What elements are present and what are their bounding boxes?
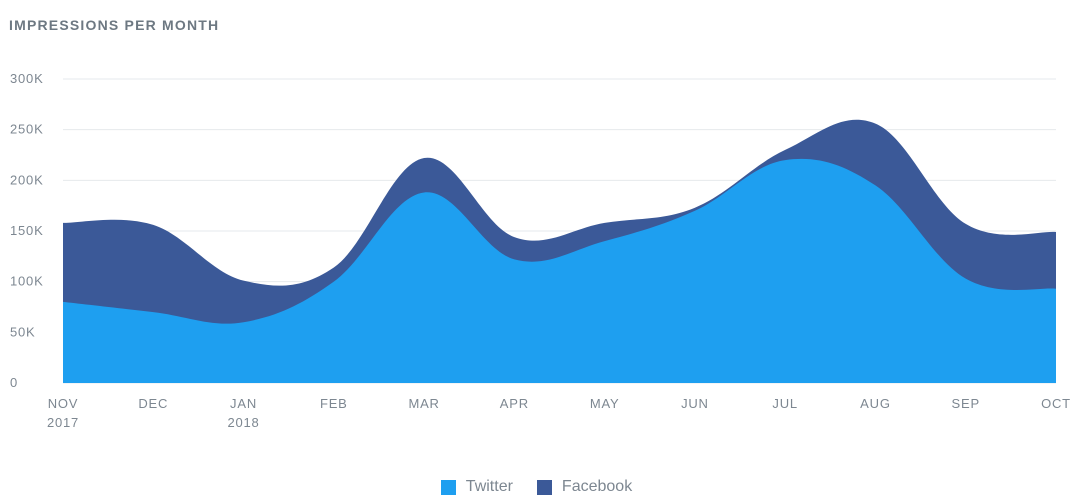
x-tick-label: JAN — [230, 396, 257, 411]
x-tick-label: NOV — [48, 396, 79, 411]
x-tick-label: JUN — [681, 396, 709, 411]
y-tick-label: 0 — [10, 375, 18, 390]
y-tick-label: 300K — [10, 71, 44, 86]
x-tick-label: APR — [500, 396, 529, 411]
y-tick-label: 150K — [10, 223, 44, 238]
x-tick-label: DEC — [138, 396, 168, 411]
legend-item-twitter[interactable]: Twitter — [440, 478, 513, 496]
y-tick-label: 50K — [10, 324, 36, 339]
legend-label: Twitter — [465, 478, 513, 495]
area-chart: 0 50K 100K 150K 200K 250K 300K NOV 2017 DEC JAN 201… — [10, 71, 1071, 430]
x-tick-label: MAR — [408, 396, 439, 411]
legend-label: Facebook — [561, 478, 633, 495]
y-tick-label: 100K — [10, 274, 44, 289]
x-tick-label: AUG — [860, 396, 891, 411]
legend-swatch — [440, 479, 456, 495]
x-tick-year-label: 2017 — [47, 415, 79, 430]
x-tick-label: MAY — [590, 396, 620, 411]
legend-item-facebook[interactable]: Facebook — [536, 478, 633, 496]
chart-title: IMPRESSIONS PER MONTH — [9, 17, 220, 33]
x-tick-label: FEB — [320, 396, 348, 411]
x-tick-label: OCT — [1041, 396, 1071, 411]
x-tick-label: JUL — [772, 396, 798, 411]
legend-swatch — [536, 479, 552, 495]
x-tick-label: SEP — [952, 396, 980, 411]
chart-legend: Twitter Facebook — [0, 478, 1073, 496]
y-tick-label: 200K — [10, 172, 44, 187]
area-series-twitter — [63, 158, 1056, 383]
y-tick-label: 250K — [10, 122, 44, 137]
x-tick-year-label: 2018 — [227, 415, 259, 430]
